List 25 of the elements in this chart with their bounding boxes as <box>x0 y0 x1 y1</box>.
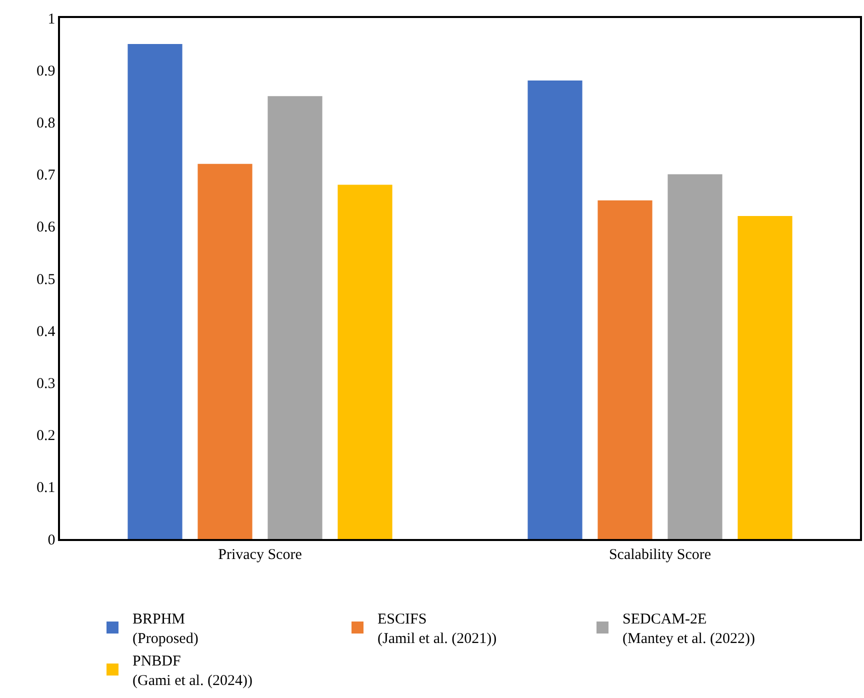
x-tick-label: Privacy Score <box>218 546 302 563</box>
legend-label: PNBDF (Gami et al. (2024)) <box>132 654 252 690</box>
y-tick-label: 0.3 <box>36 376 56 392</box>
y-tick-label: 0 <box>48 532 56 548</box>
bar <box>598 200 652 539</box>
legend-label: ESCIFS (Jamil et al. (2021)) <box>378 612 497 648</box>
y-tick-label: 0.4 <box>36 324 56 340</box>
bar <box>738 216 792 539</box>
legend-label: SEDCAM-2E (Mantey et al. (2022)) <box>622 612 755 648</box>
bar <box>198 164 252 539</box>
bar <box>528 80 582 539</box>
y-tick-label: 0.1 <box>36 480 56 496</box>
bar <box>668 174 722 539</box>
y-tick-label: 0.8 <box>36 115 56 132</box>
bar <box>338 184 392 539</box>
y-tick-label: 0.9 <box>36 63 56 80</box>
y-tick-label: 0.5 <box>36 272 56 288</box>
bar <box>268 96 322 539</box>
y-tick-label: 0.7 <box>36 168 56 184</box>
bar <box>128 44 182 539</box>
y-tick-label: 1 <box>48 11 56 28</box>
x-tick-label: Scalability Score <box>608 546 712 563</box>
y-tick-label: 0.2 <box>36 428 56 444</box>
y-tick-label: 0.6 <box>36 220 56 236</box>
legend-label: BRPHM (Proposed) <box>132 612 198 648</box>
